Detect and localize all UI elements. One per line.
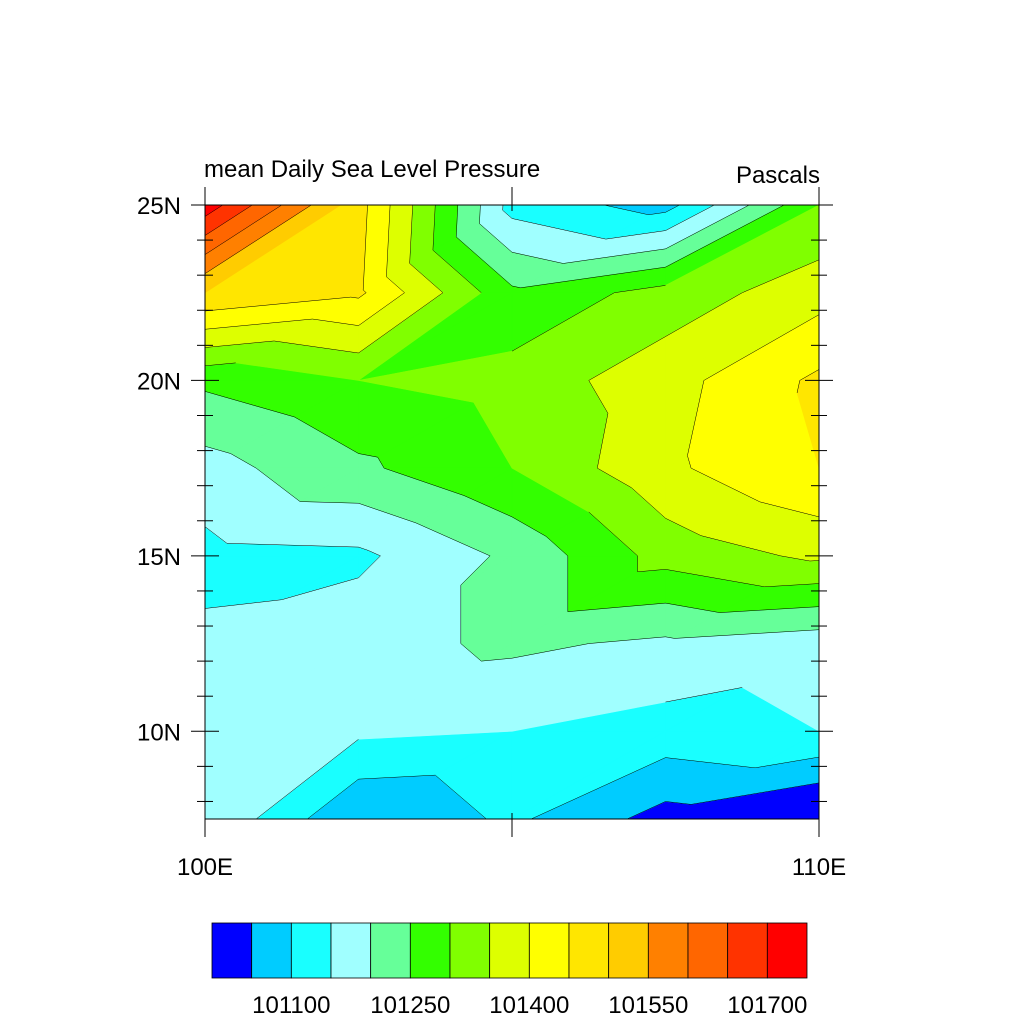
colorbar: 101100 101250 101400 101550 101700: [212, 923, 807, 1019]
y-tick-label: 10N: [137, 719, 181, 746]
colorbar-box-11: [648, 923, 688, 978]
colorbar-label: 101100: [252, 992, 330, 1019]
colorbar-box-6: [450, 923, 490, 978]
colorbar-box-2: [291, 923, 331, 978]
colorbar-label: 101250: [370, 992, 450, 1019]
colorbar-box-5: [410, 923, 450, 978]
colorbar-label: 101700: [727, 992, 807, 1019]
y-tick-label: 25N: [137, 193, 181, 220]
colorbar-box-4: [371, 923, 411, 978]
colorbar-box-9: [569, 923, 609, 978]
colorbar-label: 101400: [489, 992, 569, 1019]
colorbar-box-14: [767, 923, 807, 978]
units-label: Pascals: [736, 162, 820, 189]
colorbar-box-3: [331, 923, 371, 978]
colorbar-box-8: [529, 923, 569, 978]
colorbar-box-13: [728, 923, 768, 978]
y-tick-label: 20N: [137, 368, 181, 395]
colorbar-box-12: [688, 923, 728, 978]
colorbar-box-1: [252, 923, 292, 978]
colorbar-label: 101550: [608, 992, 688, 1019]
colorbar-box-7: [490, 923, 530, 978]
colorbar-box-10: [609, 923, 649, 978]
chart-title: mean Daily Sea Level Pressure: [204, 156, 540, 183]
y-tick-label: 15N: [137, 544, 181, 571]
contour-fill-layer: [205, 205, 819, 819]
x-tick-label: 100E: [177, 854, 233, 881]
colorbar-box-0: [212, 923, 252, 978]
x-tick-label: 110E: [792, 854, 846, 881]
